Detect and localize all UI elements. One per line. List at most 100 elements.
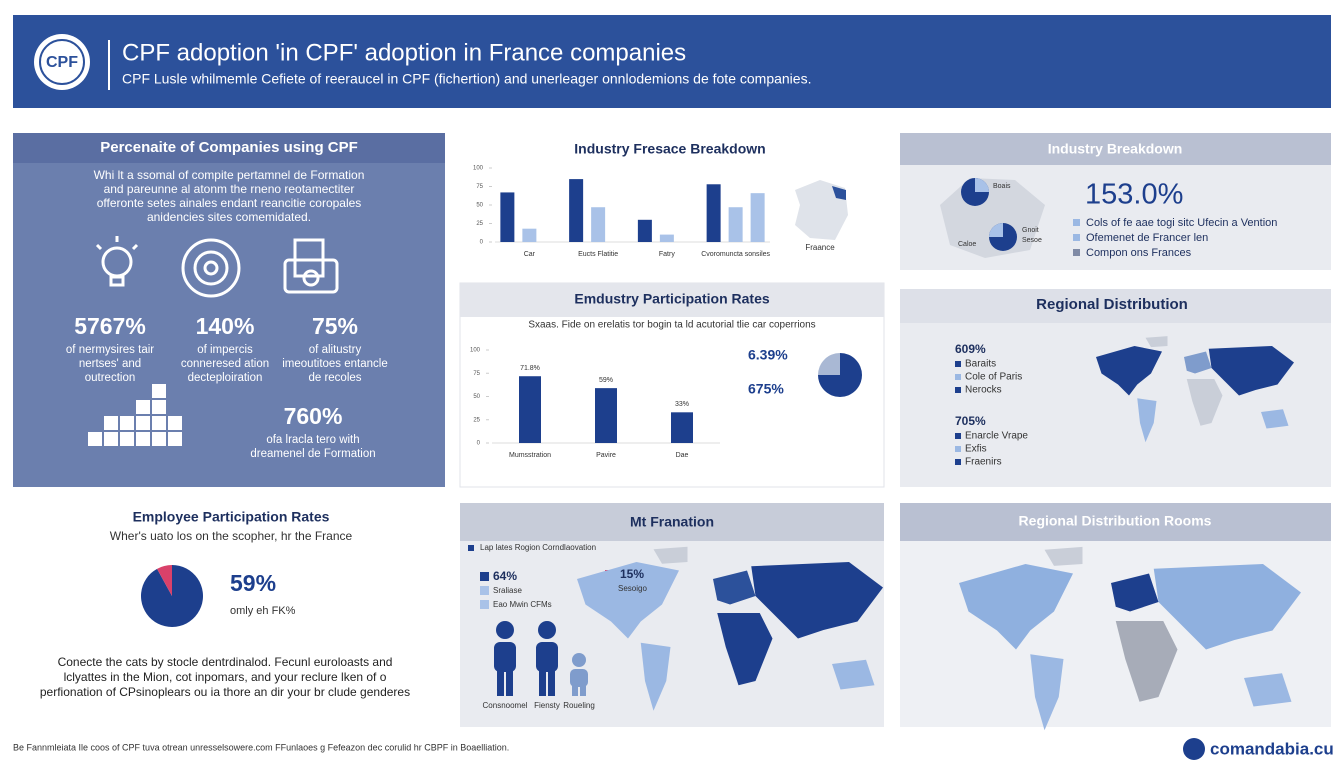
panel-header (460, 283, 884, 317)
stat-label: outrection (85, 372, 136, 384)
x-tick-label: Cvoromuncta sonsiles (701, 251, 770, 258)
stat-label: nertses' and (79, 358, 141, 370)
legend-swatch (955, 433, 961, 439)
page-subtitle: CPF Lusle whilmemle Cefiete of reeraucel… (122, 71, 811, 87)
continent (1137, 398, 1157, 443)
label: 609% (955, 342, 986, 356)
continent (1153, 564, 1301, 650)
continent (1111, 573, 1159, 612)
continent (1096, 346, 1162, 396)
legend-label: Cole of Paris (965, 372, 1022, 383)
continent (653, 546, 688, 564)
chart-title: Emdustry Participation Rates (574, 291, 769, 307)
bar (728, 207, 743, 242)
continent (1261, 409, 1289, 429)
label: Gnoit (1022, 227, 1039, 234)
stat-value: 140% (196, 313, 255, 339)
legend-swatch (480, 572, 489, 581)
stat-label: decteploiration (188, 372, 263, 384)
panel-title: Industry Breakdown (1048, 141, 1183, 157)
pie-slice (141, 565, 204, 627)
bar (706, 184, 721, 242)
label: offeronte setes ainales endant reancitie… (97, 196, 362, 210)
legend-swatch (955, 361, 961, 367)
label: and pareunne al atonm the rneno reotamec… (104, 182, 355, 196)
label: Lap lates Rogion Corndlaovation (480, 543, 596, 552)
chart-subtitle: Wher's uato los on the scopher, hr the F… (110, 529, 353, 543)
brand-logo (1183, 738, 1205, 760)
continent (1186, 379, 1223, 426)
legend-swatch (1073, 219, 1080, 226)
panel-bg (13, 505, 445, 700)
logo-ring (39, 39, 85, 85)
continent (577, 562, 679, 639)
label: 705% (955, 414, 986, 428)
y-tick-label: 75 (473, 371, 480, 377)
label: perfionation of CPsinoplears ou ia thore… (40, 685, 410, 699)
y-tick-label: 25 (476, 221, 483, 227)
y-tick-label: 50 (476, 203, 483, 209)
continent (1208, 346, 1294, 396)
label: Boais (993, 183, 1011, 190)
label: Roueling (563, 701, 595, 710)
continent (751, 562, 883, 639)
map-pie-slice (975, 178, 989, 192)
stat-label: de recoles (308, 372, 361, 384)
stat-label: of nermysires tair (66, 344, 154, 356)
chart-subtitle: Sxaas. Fide on erelatis tor bogin ta ld … (528, 320, 815, 331)
x-tick-label: Car (524, 251, 536, 258)
x-tick-label: Dae (676, 452, 689, 459)
legend-label: Enarcle Vrape (965, 431, 1028, 442)
y-tick-label: 75 (476, 184, 483, 190)
panel-title: Regional Distribution Rooms (1019, 513, 1212, 529)
bar (591, 207, 606, 242)
france-region (832, 186, 846, 200)
continent (713, 570, 756, 605)
label: anidencies sites comemidated. (147, 210, 311, 224)
legend-label: Cols of fe aae togi sitc Ufecin a Ventio… (1086, 217, 1277, 229)
label: Fiensty (534, 701, 560, 710)
logo-circle (34, 34, 90, 90)
stat-value: 760% (284, 403, 343, 429)
big-value: 153.0% (1085, 179, 1183, 211)
chart-title: Industry Fresace Breakdown (574, 141, 765, 157)
label: 675% (748, 381, 784, 397)
bar (659, 234, 674, 242)
stat-label: conneresed ation (181, 358, 269, 370)
continent (1030, 654, 1064, 731)
bar (519, 376, 541, 443)
label: omly eh FK% (230, 605, 296, 617)
chart-title: Employee Participation Rates (133, 509, 330, 525)
y-tick-label: 50 (473, 394, 480, 400)
world-map (1096, 336, 1294, 443)
continent (832, 659, 875, 690)
icons (95, 236, 339, 298)
legend-label: Fraenirs (965, 457, 1002, 468)
bar (500, 192, 515, 242)
y-tick-label: 0 (480, 240, 484, 246)
data-label: 71.8% (520, 365, 540, 372)
france-map (795, 180, 848, 240)
legend-swatch (480, 600, 489, 609)
squares-icon (88, 384, 182, 446)
x-tick-label: Mumsstration (509, 452, 551, 459)
legend-swatch (480, 586, 489, 595)
data-label: 59% (599, 377, 613, 384)
legend-label: Nerocks (965, 385, 1002, 396)
bar (522, 228, 537, 242)
stat-label: ofa lracla tero with (266, 434, 359, 446)
pie-slice (818, 353, 840, 375)
panel-header (900, 133, 1331, 165)
world-map (959, 546, 1301, 731)
big-value: 59% (230, 570, 276, 596)
y-tick-label: 0 (477, 441, 481, 447)
x-tick-label: Fatry (659, 251, 675, 258)
page-title: CPF adoption 'in CPF' adoption in France… (122, 39, 686, 66)
label: 15% (620, 567, 644, 581)
y-tick-label: 100 (473, 166, 484, 172)
continent (640, 642, 671, 711)
stat-label: of alitustry (309, 344, 362, 356)
continent (1044, 546, 1083, 566)
